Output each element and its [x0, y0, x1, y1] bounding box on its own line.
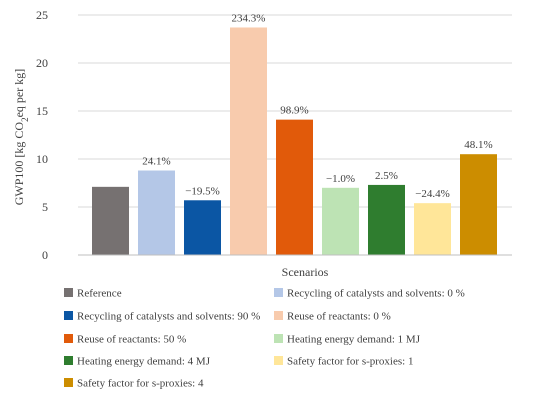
bar [322, 187, 359, 255]
legend-swatch [64, 378, 73, 387]
data-label: 2.5% [375, 170, 398, 182]
y-axis-title-main: GWP100 [kg CO [12, 122, 26, 206]
legend-entry: Recycling of catalysts and solvents: 0 % [287, 288, 465, 300]
legend-entry: Heating energy demand: 4 MJ [77, 356, 211, 368]
legend-swatch [274, 356, 283, 365]
legend-entry: Heating energy demand: 1 MJ [287, 334, 421, 346]
legend-entry: Reuse of reactants: 50 % [77, 334, 186, 346]
x-axis-title: Scenarios [282, 265, 329, 279]
bar [230, 27, 267, 256]
y-tick-label: 0 [42, 248, 48, 262]
data-label: −24.4% [415, 188, 450, 200]
legend-entry: Safety factor for s-proxies: 1 [287, 356, 413, 368]
legend-entry: Reuse of reactants: 0 % [287, 311, 391, 323]
legend-swatch [64, 311, 73, 320]
y-axis-ticks: 0 5 10 15 20 25 [36, 8, 48, 262]
data-label: −19.5% [185, 185, 220, 197]
bar [138, 170, 175, 255]
legend-swatch [274, 334, 283, 343]
bar [368, 184, 405, 255]
legend-entry: Safety factor for s-proxies: 4 [77, 378, 204, 390]
bar [92, 186, 129, 255]
legend-swatch [274, 311, 283, 320]
legend-swatch [274, 288, 283, 297]
legend-swatch [64, 334, 73, 343]
y-tick-label: 5 [42, 200, 48, 214]
bar [184, 200, 221, 255]
data-label: −1.0% [326, 173, 355, 185]
bars [92, 27, 497, 256]
legend-swatch [64, 356, 73, 365]
data-label: 24.1% [142, 156, 170, 168]
bar [414, 203, 451, 255]
bar [460, 154, 497, 255]
y-tick-label: 15 [36, 104, 48, 118]
y-axis-title: GWP100 [kg CO2eq per kg] [12, 69, 30, 206]
y-tick-label: 25 [36, 8, 48, 22]
data-labels: 24.1% −19.5% 234.3% 98.9% −1.0% 2.5% −24.4% 48.… [142, 12, 492, 200]
y-axis-title-subscript: 2 [20, 117, 30, 122]
y-tick-label: 10 [36, 152, 48, 166]
legend-entry: Reference [77, 288, 122, 300]
data-label: 48.1% [464, 139, 492, 151]
legend: Reference Recycling of catalysts and solv… [64, 288, 465, 390]
y-axis-title-rest: eq per kg] [12, 69, 26, 118]
legend-swatch [64, 288, 73, 297]
data-label: 234.3% [232, 12, 266, 24]
y-tick-label: 20 [36, 56, 48, 70]
legend-entry: Recycling of catalysts and solvents: 90 … [77, 311, 260, 323]
bar [276, 119, 313, 255]
data-label: 98.9% [280, 105, 308, 117]
